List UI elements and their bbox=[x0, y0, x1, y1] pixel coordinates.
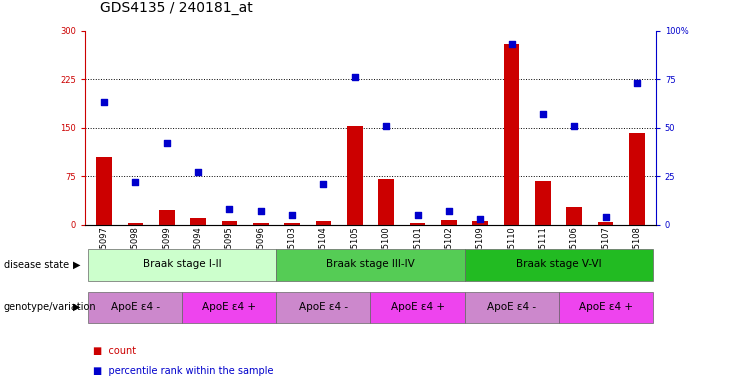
Bar bbox=[276, 292, 370, 323]
Bar bbox=[441, 220, 456, 225]
Text: ApoE ε4 +: ApoE ε4 + bbox=[202, 301, 256, 311]
Bar bbox=[88, 250, 276, 280]
Point bbox=[411, 212, 423, 218]
Bar bbox=[559, 292, 653, 323]
Bar bbox=[504, 44, 519, 225]
Point bbox=[318, 181, 330, 187]
Text: ■  percentile rank within the sample: ■ percentile rank within the sample bbox=[93, 366, 273, 376]
Bar bbox=[253, 223, 268, 225]
Bar bbox=[465, 250, 653, 280]
Bar bbox=[276, 250, 465, 280]
Bar bbox=[370, 292, 465, 323]
Text: ApoE ε4 -: ApoE ε4 - bbox=[487, 301, 536, 311]
Bar bbox=[127, 223, 143, 225]
Text: disease state: disease state bbox=[4, 260, 69, 270]
Text: ▶: ▶ bbox=[73, 302, 80, 312]
Bar bbox=[379, 179, 394, 225]
Point bbox=[130, 179, 142, 185]
Point bbox=[161, 140, 173, 146]
Point bbox=[474, 216, 486, 222]
Text: ApoE ε4 +: ApoE ε4 + bbox=[391, 301, 445, 311]
Bar bbox=[182, 292, 276, 323]
Bar bbox=[566, 207, 582, 225]
Point bbox=[380, 122, 392, 129]
Text: GDS4135 / 240181_at: GDS4135 / 240181_at bbox=[100, 2, 253, 15]
Point bbox=[286, 212, 298, 218]
Point bbox=[631, 80, 643, 86]
Point bbox=[224, 206, 236, 212]
Bar bbox=[535, 181, 551, 225]
Bar bbox=[465, 292, 559, 323]
Bar bbox=[222, 222, 237, 225]
Text: ▶: ▶ bbox=[73, 260, 80, 270]
Point bbox=[255, 208, 267, 214]
Point bbox=[537, 111, 549, 117]
Text: Braak stage I-II: Braak stage I-II bbox=[143, 259, 222, 269]
Bar bbox=[96, 157, 112, 225]
Point bbox=[192, 169, 204, 175]
Text: ApoE ε4 -: ApoE ε4 - bbox=[299, 301, 348, 311]
Bar bbox=[410, 223, 425, 225]
Bar bbox=[598, 222, 614, 225]
Text: ■  count: ■ count bbox=[93, 346, 136, 356]
Bar bbox=[285, 223, 300, 225]
Text: ApoE ε4 -: ApoE ε4 - bbox=[111, 301, 160, 311]
Text: ApoE ε4 +: ApoE ε4 + bbox=[579, 301, 633, 311]
Point bbox=[443, 208, 455, 214]
Point bbox=[568, 122, 580, 129]
Bar bbox=[472, 222, 488, 225]
Point bbox=[349, 74, 361, 80]
Point bbox=[505, 41, 517, 47]
Bar bbox=[88, 292, 182, 323]
Bar bbox=[629, 133, 645, 225]
Bar bbox=[159, 210, 175, 225]
Bar bbox=[190, 218, 206, 225]
Text: Braak stage III-IV: Braak stage III-IV bbox=[326, 259, 415, 269]
Text: Braak stage V-VI: Braak stage V-VI bbox=[516, 259, 602, 269]
Bar bbox=[316, 222, 331, 225]
Point bbox=[98, 99, 110, 106]
Point bbox=[599, 214, 611, 220]
Text: genotype/variation: genotype/variation bbox=[4, 302, 96, 312]
Bar bbox=[347, 126, 362, 225]
